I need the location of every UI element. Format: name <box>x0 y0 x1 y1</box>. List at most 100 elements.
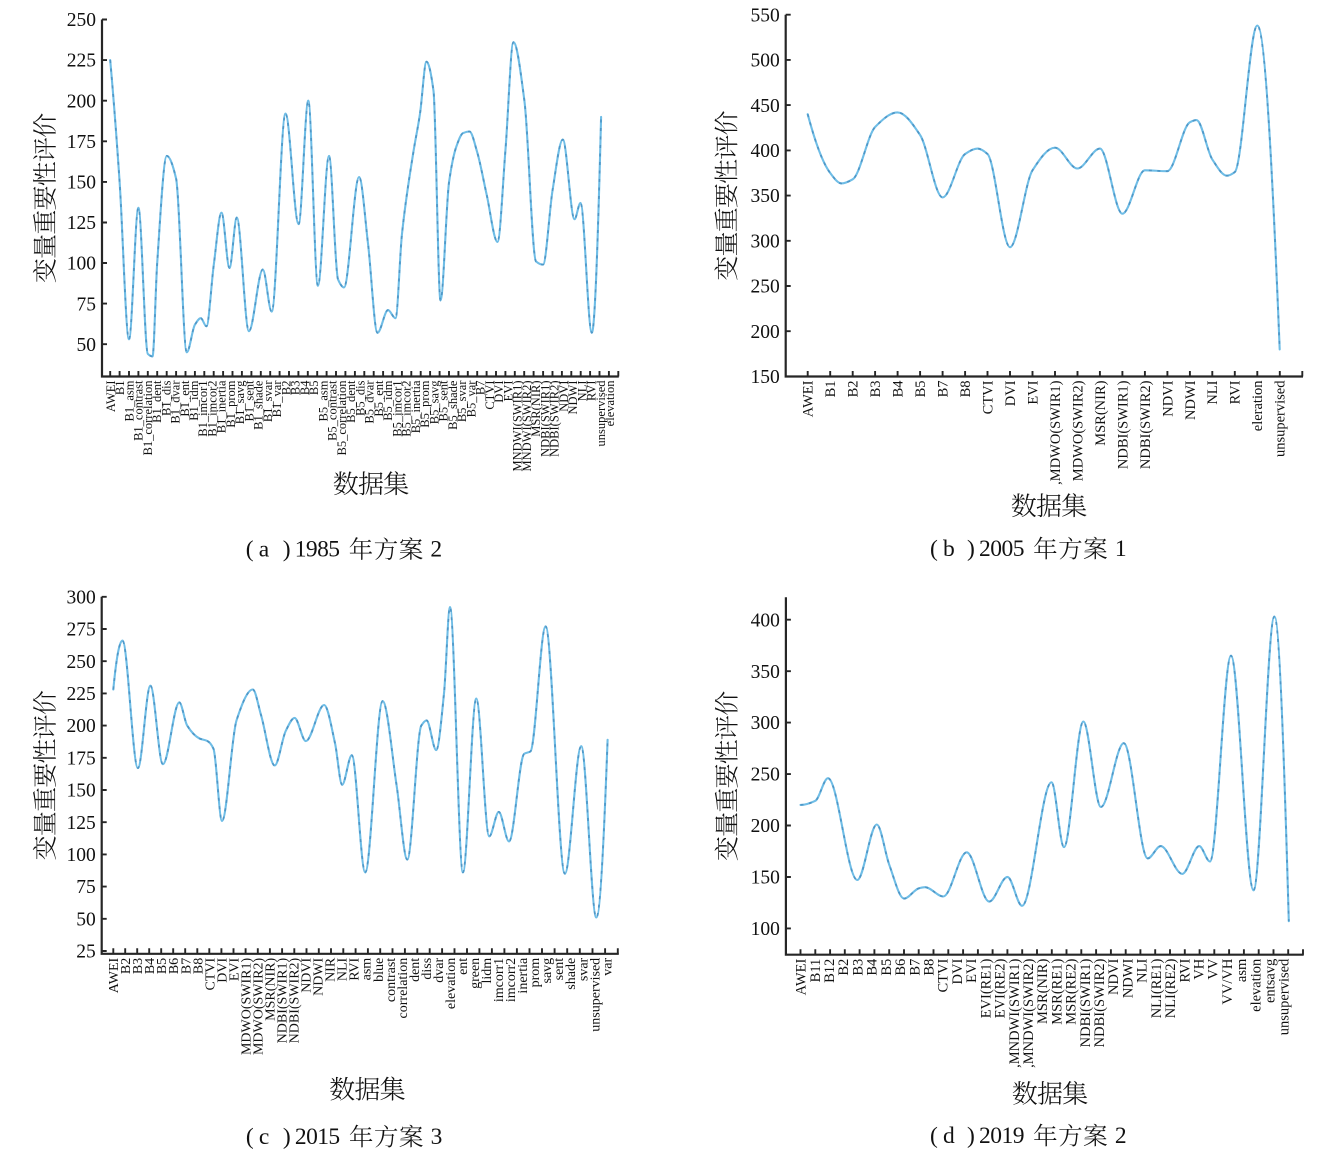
svg-text:NDBI(SWIR1): NDBI(SWIR1) <box>1115 380 1131 469</box>
svg-text:MSR(NIR): MSR(NIR) <box>264 957 279 1020</box>
svg-text:350: 350 <box>750 186 779 207</box>
svg-text:NDVI: NDVI <box>1160 380 1176 416</box>
svg-text:B5_dvar: B5_dvar <box>363 380 377 424</box>
svg-text:200: 200 <box>750 322 779 343</box>
svg-text:225: 225 <box>66 684 95 705</box>
svg-text:B7: B7 <box>907 959 923 976</box>
svg-text:dvar: dvar <box>432 957 447 982</box>
svg-text:unsupervised: unsupervised <box>1273 380 1289 457</box>
svg-text:B4: B4 <box>865 958 881 976</box>
svg-text:NDBI(SWIR2): NDBI(SWIR2) <box>548 381 562 457</box>
svg-text:100: 100 <box>66 845 95 866</box>
svg-text:NLI: NLI <box>1205 380 1221 404</box>
svg-text:NDWI: NDWI <box>566 381 580 415</box>
svg-text:B5_svar: B5_svar <box>455 380 469 423</box>
svg-text:275: 275 <box>66 620 95 641</box>
svg-text:0: 0 <box>1002 536 1014 562</box>
svg-text:B1: B1 <box>823 381 839 398</box>
svg-text:0: 0 <box>990 536 1002 562</box>
svg-text:MSR(NIR): MSR(NIR) <box>529 381 543 437</box>
svg-text:B4: B4 <box>298 380 312 395</box>
svg-text:,MNDWI(SWIR2): ,MNDWI(SWIR2) <box>1021 959 1037 1068</box>
svg-text:green: green <box>468 958 483 989</box>
svg-text:DVI: DVI <box>215 957 230 982</box>
svg-text:): ) <box>967 536 975 562</box>
svg-text:NDWI: NDWI <box>1183 380 1199 420</box>
svg-text:175: 175 <box>67 132 96 153</box>
svg-text:VH: VH <box>1192 958 1208 979</box>
svg-text:imcorr1: imcorr1 <box>492 958 507 1002</box>
svg-text:AWEI: AWEI <box>801 380 817 417</box>
svg-text:250: 250 <box>67 10 96 31</box>
svg-text:8: 8 <box>317 537 329 563</box>
svg-text:EVI: EVI <box>964 959 980 983</box>
svg-text:NDVI: NDVI <box>300 957 315 992</box>
svg-text:125: 125 <box>66 813 95 834</box>
svg-text:75: 75 <box>76 877 96 898</box>
svg-text:2: 2 <box>979 1123 991 1149</box>
svg-text:MNDWI(SWIR1): MNDWI(SWIR1) <box>511 381 525 472</box>
svg-text:150: 150 <box>751 868 780 889</box>
svg-text:shade: shade <box>564 958 579 990</box>
svg-text:B5_prom: B5_prom <box>418 380 432 428</box>
svg-text:entsavg: entsavg <box>1263 959 1279 1003</box>
svg-text:ent: ent <box>456 958 471 975</box>
svg-text:1: 1 <box>1115 536 1127 562</box>
svg-text:B2: B2 <box>836 959 852 976</box>
svg-text:200: 200 <box>66 716 95 737</box>
svg-text:B3: B3 <box>850 959 866 976</box>
svg-text:250: 250 <box>751 765 780 786</box>
svg-text:250: 250 <box>750 277 779 298</box>
svg-text:250: 250 <box>66 652 95 673</box>
svg-text:diss: diss <box>420 958 435 980</box>
svg-text:B1_idm: B1_idm <box>187 380 201 421</box>
svg-text:B5_ent: B5_ent <box>372 380 386 417</box>
svg-text:EVI(RE2): EVI(RE2) <box>993 959 1009 1019</box>
svg-text:B12: B12 <box>822 959 838 983</box>
svg-text:NLI(RE1): NLI(RE1) <box>1149 959 1165 1019</box>
svg-text:B1_imcor2: B1_imcor2 <box>206 381 220 437</box>
svg-text:1: 1 <box>317 1124 329 1150</box>
svg-text:300: 300 <box>751 713 780 734</box>
svg-text:(: ( <box>246 1124 254 1150</box>
svg-text:asm: asm <box>1234 958 1250 982</box>
svg-text:B5_savg: B5_savg <box>427 380 441 425</box>
svg-text:DVI: DVI <box>950 959 966 985</box>
svg-text:9: 9 <box>306 537 318 563</box>
svg-text:2: 2 <box>295 1124 307 1150</box>
svg-text:B3: B3 <box>289 381 303 396</box>
svg-text:NLI: NLI <box>575 381 589 402</box>
svg-text:MNDWI(SWIR2): MNDWI(SWIR2) <box>520 381 534 472</box>
svg-text:imcorr2: imcorr2 <box>504 958 519 1002</box>
svg-text:b: b <box>943 536 955 562</box>
svg-text:lidm: lidm <box>480 958 495 984</box>
svg-text:NDBI(SWIR1): NDBI(SWIR1) <box>276 957 291 1043</box>
svg-text:B5_dent: B5_dent <box>344 380 358 423</box>
svg-text:B5_contrast: B5_contrast <box>326 380 340 441</box>
svg-text:B5: B5 <box>879 959 895 976</box>
svg-text:B5_shade: B5_shade <box>446 380 460 430</box>
svg-text:NDVI: NDVI <box>1106 959 1122 995</box>
svg-text:B1_ent: B1_ent <box>178 380 192 417</box>
svg-text:B5_imcor1: B5_imcor1 <box>390 381 404 437</box>
svg-text:B7: B7 <box>936 381 952 398</box>
svg-text:B3: B3 <box>131 958 146 974</box>
svg-text:B5_var: B5_var <box>464 380 478 418</box>
svg-text:2: 2 <box>430 537 442 563</box>
svg-text:B2: B2 <box>119 958 134 974</box>
svg-text:blue: blue <box>372 958 387 982</box>
svg-text:B6: B6 <box>167 958 182 974</box>
svg-text:CTVI: CTVI <box>980 380 996 414</box>
svg-text:B1_savg: B1_savg <box>233 380 247 425</box>
svg-text:B5_inertia: B5_inertia <box>409 380 423 433</box>
svg-text:B1: B1 <box>113 381 127 396</box>
svg-text:9: 9 <box>1013 1123 1025 1149</box>
svg-text:B4: B4 <box>891 380 907 398</box>
svg-text:): ) <box>967 1123 975 1149</box>
svg-text:NLI: NLI <box>1135 959 1151 983</box>
svg-text:B8: B8 <box>958 381 974 398</box>
svg-text:svar: svar <box>576 957 591 981</box>
svg-text:): ) <box>283 1124 291 1150</box>
svg-text:150: 150 <box>67 173 96 194</box>
svg-text:350: 350 <box>751 662 780 683</box>
